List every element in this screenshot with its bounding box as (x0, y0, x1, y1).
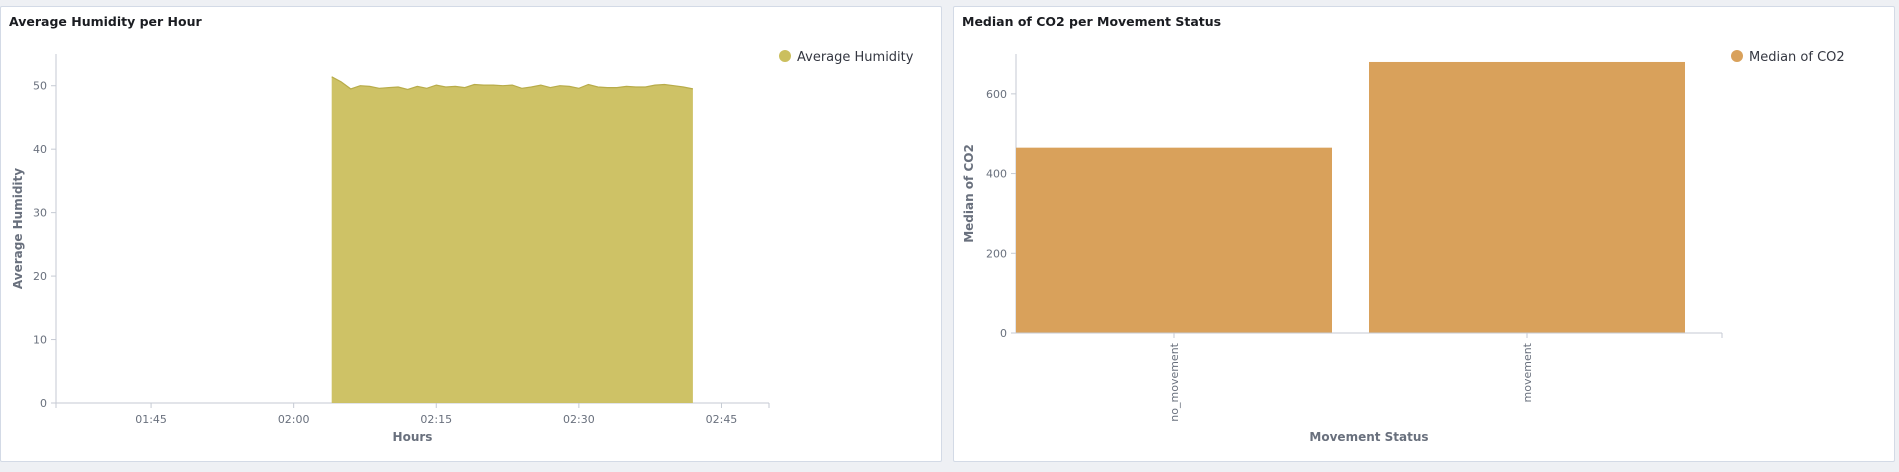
y-tick-label: 30 (33, 207, 47, 220)
y-tick-label: 0 (40, 397, 47, 410)
x-tick-label: 02:15 (420, 413, 452, 426)
legend-swatch (1731, 50, 1743, 62)
co2-panel: Median of CO2 per Movement Status 0 200 40… (953, 6, 1895, 462)
humidity-series-line (331, 76, 694, 91)
y-axis-title: Average Humidity (11, 168, 25, 289)
bar-no-movement (1016, 147, 1332, 333)
y-tick-label: 40 (33, 143, 47, 156)
y-axis-title: Median of CO2 (962, 144, 976, 243)
legend-label: Median of CO2 (1749, 50, 1845, 65)
humidity-panel-title: Average Humidity per Hour (9, 14, 202, 29)
x-tick-label: no_movement (1168, 342, 1181, 421)
y-tick-label: 0 (1000, 327, 1007, 340)
y-tick-label: 10 (33, 334, 47, 347)
x-tick-label: 01:45 (135, 413, 167, 426)
x-axis-title: Hours (393, 430, 433, 444)
y-tick-label: 200 (986, 247, 1007, 260)
legend-swatch (779, 50, 791, 62)
y-tick-label: 600 (986, 88, 1007, 101)
legend-label: Average Humidity (797, 50, 914, 65)
humidity-panel: Average Humidity per Hour 0 10 20 30 40 50 01:… (0, 6, 942, 462)
x-tick-label: 02:30 (563, 413, 595, 426)
bar-movement (1369, 61, 1685, 333)
y-tick-label: 50 (33, 80, 47, 93)
humidity-area (331, 76, 693, 404)
y-tick-label: 400 (986, 168, 1007, 181)
x-tick-label: movement (1521, 342, 1534, 402)
co2-bar-chart: 0 200 400 600 no_movement movement Movement St… (962, 50, 1845, 444)
co2-panel-title: Median of CO2 per Movement Status (962, 14, 1222, 29)
x-tick-label: 02:00 (278, 413, 310, 426)
x-tick-label: 02:45 (706, 413, 738, 426)
x-axis-title: Movement Status (1309, 430, 1428, 444)
y-tick-label: 20 (33, 270, 47, 283)
humidity-area-chart: 0 10 20 30 40 50 01:45 02:00 02:15 02:30 02:45 Hour… (11, 50, 914, 444)
